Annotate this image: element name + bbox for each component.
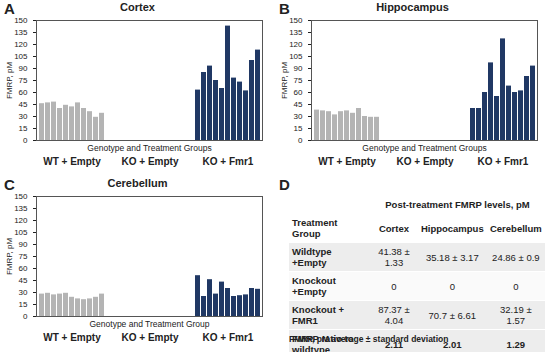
svg-text:135: 135	[14, 204, 28, 213]
html-text:2.01: 2.01	[443, 338, 462, 350]
svg-text:120: 120	[14, 216, 28, 225]
svg-text:90: 90	[19, 64, 28, 73]
svg-text:KO + Fmr1: KO + Fmr1	[478, 156, 529, 167]
svg-text:FMRP, pM: FMRP, pM	[5, 62, 14, 100]
svg-text:WT + Empty: WT + Empty	[43, 332, 101, 343]
svg-text:15: 15	[19, 300, 28, 309]
svg-text:WT + Empty: WT + Empty	[43, 156, 101, 167]
svg-text:75: 75	[19, 252, 28, 261]
svg-text:45: 45	[19, 276, 28, 285]
html-text:35.18 ± 3.17: 35.18 ± 3.17	[425, 251, 479, 263]
svg-text:45: 45	[294, 100, 303, 109]
svg-text:Genotype and Treatment Groups: Genotype and Treatment Groups	[362, 143, 486, 153]
svg-text:120: 120	[289, 40, 303, 49]
html-text:Cortex: Cortex	[120, 1, 155, 13]
svg-text:KO + Empty: KO + Empty	[122, 156, 179, 167]
html-text:Knockout +Empty: Knockout +Empty	[292, 275, 336, 297]
svg-text:0: 0	[23, 312, 28, 321]
html-text:87.37 ± 4.04: 87.37 ± 4.04	[378, 304, 410, 326]
html-text:C: C	[4, 176, 15, 193]
svg-text:45: 45	[19, 100, 28, 109]
html-text:Hippocampus: Hippocampus	[376, 1, 449, 13]
svg-text:KO + Empty: KO + Empty	[397, 156, 454, 167]
svg-text:15: 15	[19, 124, 28, 133]
html-text:70.7 ± 6.61: 70.7 ± 6.61	[428, 309, 476, 321]
html-text:1.29: 1.29	[506, 338, 526, 350]
html-text:2.11: 2.11	[385, 338, 403, 350]
html-text:B: B	[279, 0, 290, 17]
svg-text:Genotype and Treatment Group: Genotype and Treatment Group	[89, 319, 209, 329]
svg-text:30: 30	[294, 112, 303, 121]
svg-text:15: 15	[294, 124, 303, 133]
svg-text:30: 30	[19, 112, 28, 121]
svg-text:105: 105	[289, 52, 303, 61]
html-text:0: 0	[513, 280, 519, 292]
html-text:24.86 ± 0.9: 24.86 ± 0.9	[492, 251, 540, 263]
html-text:Post-treatment FMRP levels, pM: Post-treatment FMRP levels, pM	[385, 199, 530, 210]
svg-text:120: 120	[14, 40, 28, 49]
html-text:Knockout + FMR1: Knockout + FMR1	[292, 304, 344, 326]
html-text:A: A	[4, 0, 15, 17]
svg-text:60: 60	[19, 88, 28, 97]
svg-text:KO + Fmr1: KO + Fmr1	[203, 332, 254, 343]
svg-text:90: 90	[19, 240, 28, 249]
svg-text:135: 135	[289, 28, 303, 37]
html-text:32.19 ± 1.57: 32.19 ± 1.57	[500, 304, 532, 326]
svg-text:90: 90	[294, 64, 303, 73]
svg-text:Genotype and Treatment Groups: Genotype and Treatment Groups	[87, 143, 211, 153]
svg-text:150: 150	[14, 16, 28, 25]
html-text:Cerebellum: Cerebellum	[490, 222, 542, 234]
svg-text:0: 0	[298, 136, 303, 145]
html-text:Cortex: Cortex	[378, 222, 409, 234]
svg-text:60: 60	[294, 88, 303, 97]
svg-text:105: 105	[14, 52, 28, 61]
svg-text:WT + Empty: WT + Empty	[318, 156, 376, 167]
svg-text:60: 60	[19, 264, 28, 273]
html-text:Cerebellum: Cerebellum	[107, 177, 168, 189]
html-text:0: 0	[391, 280, 397, 292]
html-text:FMRP, pM average ± standard de: FMRP, pM average ± standard deviation	[289, 334, 449, 344]
svg-text:FMRP, pM: FMRP, pM	[280, 62, 289, 100]
svg-text:KO + Empty: KO + Empty	[122, 332, 179, 343]
svg-text:135: 135	[14, 28, 28, 37]
html-text:D: D	[279, 176, 290, 193]
svg-text:75: 75	[294, 76, 303, 85]
html-text:41.38 ± 1.33: 41.38 ± 1.33	[378, 246, 410, 268]
html-text:Wildtype +Empty: Wildtype +Empty	[292, 246, 332, 268]
svg-text:FMRP, pM: FMRP, pM	[5, 238, 14, 276]
svg-text:105: 105	[14, 228, 28, 237]
html-text:Hippocampus: Hippocampus	[420, 222, 484, 234]
svg-text:KO + Fmr1: KO + Fmr1	[203, 156, 254, 167]
svg-text:75: 75	[19, 76, 28, 85]
html-text:Treatment Group: Treatment Group	[292, 217, 338, 239]
svg-text:150: 150	[289, 16, 303, 25]
svg-text:0: 0	[23, 136, 28, 145]
svg-text:30: 30	[19, 288, 28, 297]
svg-text:150: 150	[14, 192, 28, 201]
html-text:0: 0	[449, 280, 455, 292]
